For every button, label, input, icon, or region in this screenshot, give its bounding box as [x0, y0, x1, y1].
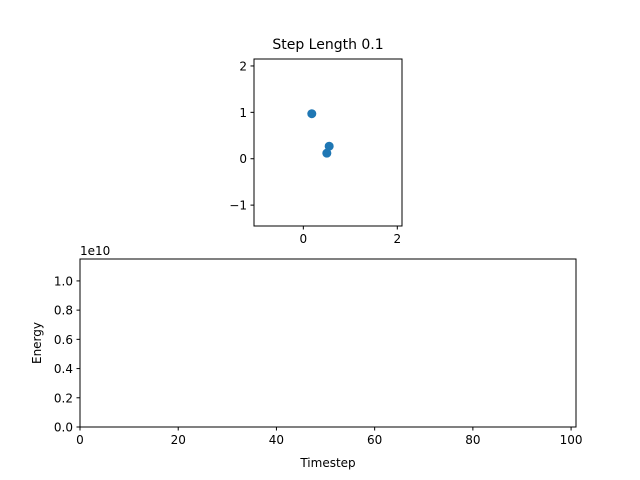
y-tick-label: 0.2 — [54, 391, 73, 405]
y-tick-label: 0.0 — [54, 421, 73, 435]
y-tick-label: 0.6 — [54, 333, 73, 347]
y-tick-label: 0 — [239, 152, 247, 166]
x-tick-label: 20 — [171, 433, 186, 447]
y-tick-label: −1 — [229, 199, 247, 213]
energy-axes-frame — [79, 258, 577, 428]
y-tick-label: 1 — [239, 106, 247, 120]
y-offset-text: 1e10 — [80, 244, 110, 258]
x-tick-label: 100 — [560, 433, 583, 447]
scatter-points — [307, 109, 334, 158]
y-tick-label: 0.8 — [54, 304, 73, 318]
x-tick-label: 2 — [393, 232, 401, 246]
energy-x-ticks: 0 20 40 60 80 100 — [76, 427, 583, 447]
x-tick-label: 80 — [465, 433, 480, 447]
scatter-point — [307, 109, 317, 119]
x-tick-label: 60 — [367, 433, 382, 447]
x-axis-label: Timestep — [299, 456, 355, 470]
x-tick-label: 40 — [269, 433, 284, 447]
scatter-axes-frame — [253, 58, 403, 227]
energy-y-ticks: 0.0 0.2 0.4 0.6 0.8 1.0 — [54, 274, 80, 435]
y-tick-label: 2 — [239, 59, 247, 73]
y-axis-label: Energy — [30, 322, 44, 364]
scatter-point — [322, 148, 332, 158]
scatter-y-ticks: −1 0 1 2 — [229, 59, 254, 213]
scatter-point — [324, 141, 334, 151]
y-tick-label: 1.0 — [54, 274, 73, 288]
y-tick-label: 0.4 — [54, 362, 73, 376]
x-tick-label: 0 — [300, 232, 308, 246]
x-tick-label: 0 — [76, 433, 84, 447]
energy-subplot: 1e10 0 20 40 60 80 100 0.0 0.2 0.4 0.6 0.8 1.0 Tim… — [30, 244, 583, 470]
scatter-title: Step Length 0.1 — [272, 37, 383, 53]
